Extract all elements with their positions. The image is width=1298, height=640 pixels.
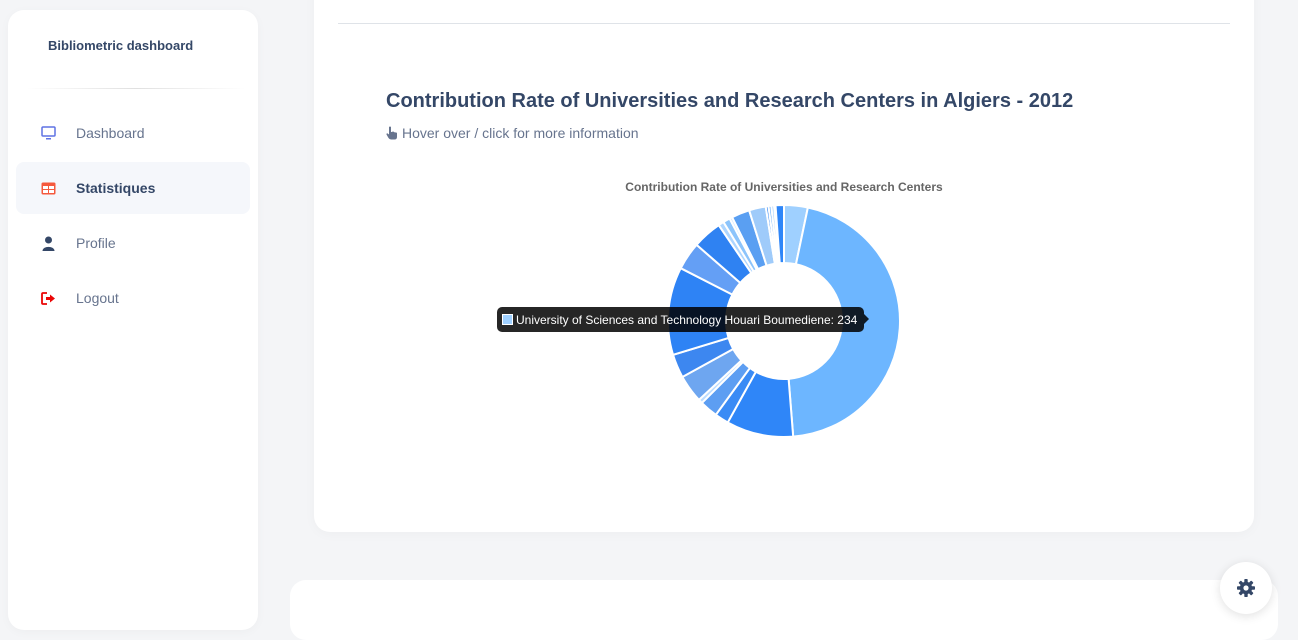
sidebar-item-label: Statistiques [76,180,156,196]
chart-tooltip: University of Sciences and Technology Ho… [497,307,870,332]
sidebar: Bibliometric dashboard Dashboard Statist… [8,10,258,630]
secondary-card [290,580,1278,640]
hint-label: Hover over / click for more information [402,125,639,141]
monitor-icon [40,125,56,141]
pointer-hand-icon [386,126,398,140]
sidebar-item-logout[interactable]: Logout [16,272,250,324]
sidebar-item-profile[interactable]: Profile [16,217,250,269]
gear-icon [1236,578,1256,598]
settings-button[interactable] [1220,562,1272,614]
logout-icon [40,290,56,306]
tooltip-color-swatch [502,314,513,325]
hint-text: Hover over / click for more information [386,125,639,141]
brand-divider [26,88,246,89]
chart-card: Contribution Rate of Universities and Re… [314,0,1254,532]
sidebar-item-label: Logout [76,290,119,306]
user-icon [40,235,56,251]
card-divider [338,23,1230,24]
sidebar-item-dashboard[interactable]: Dashboard [16,107,250,159]
sidebar-nav: Dashboard Statistiques Profile Logout [16,107,250,327]
page-title: Contribution Rate of Universities and Re… [386,90,1074,112]
chart-slice-20[interactable] [774,203,785,265]
sidebar-item-label: Dashboard [76,125,145,141]
brand-title[interactable]: Bibliometric dashboard [48,38,194,53]
tooltip-label: University of Sciences and Technology Ho… [516,312,858,327]
sidebar-item-statistiques[interactable]: Statistiques [16,162,250,214]
sidebar-item-label: Profile [76,235,116,251]
table-icon [40,180,56,196]
doughnut-chart[interactable] [314,0,1254,532]
chart-title: Contribution Rate of Universities and Re… [625,180,943,194]
